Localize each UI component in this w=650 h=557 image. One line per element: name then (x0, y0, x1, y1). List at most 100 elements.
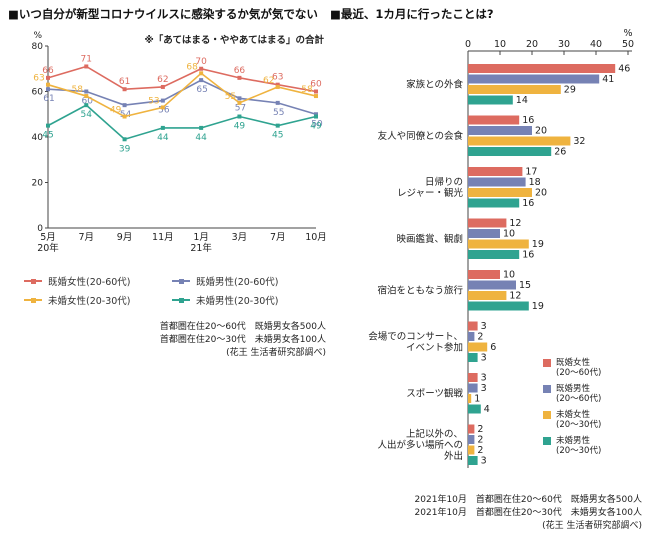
left-chart-subtitle: ※「あてはまる・ややあてはまる」の合計 (144, 35, 324, 46)
legend-item: 未婚男性 (20～30代) (543, 436, 601, 456)
data-point (314, 114, 318, 119)
legend-marker-square (31, 297, 36, 303)
bar-value-label: 17 (525, 167, 537, 178)
data-label: 57 (235, 103, 246, 113)
data-label: 65 (196, 85, 207, 95)
data-point (199, 125, 204, 130)
data-point (84, 89, 89, 94)
category-label: 外出 (444, 450, 463, 462)
data-point (46, 123, 50, 128)
data-label: 66 (234, 66, 246, 76)
x-tick-label: 50 (622, 39, 634, 50)
data-point (237, 96, 242, 101)
x-tick-label: 10月 (305, 232, 327, 243)
data-point (199, 71, 204, 76)
legend-swatch (543, 437, 551, 445)
x-tick-label: 30 (558, 39, 570, 50)
bar (468, 147, 552, 156)
legend-label: 未婚女性 (20～30代) (556, 410, 602, 430)
data-point (237, 75, 242, 80)
data-point (46, 75, 50, 80)
data-point (199, 66, 204, 71)
bar-value-label: 3 (481, 321, 487, 332)
legend-swatch (543, 359, 551, 367)
bar-value-label: 2 (477, 424, 483, 435)
data-point (237, 100, 242, 105)
bar (468, 136, 571, 146)
bar-value-label: 46 (618, 64, 630, 75)
data-point (84, 103, 89, 108)
bar-value-label: 3 (481, 373, 487, 384)
data-label: 68 (186, 62, 198, 72)
data-label: 58 (301, 85, 313, 95)
legend-label: 既婚女性(20-60代) (48, 277, 131, 288)
data-label: 62 (157, 75, 168, 85)
bar-value-label: 19 (532, 239, 544, 250)
left-chart-source: 首都圏在住20～60代 既婚男女各500人 首都圏在住20～30代 未婚男女各1… (8, 321, 326, 360)
data-point (160, 105, 165, 110)
bar (468, 291, 507, 300)
x-tick-label: 0 (465, 39, 471, 50)
data-point (160, 98, 165, 103)
bar-value-label: 26 (554, 147, 566, 158)
data-point (199, 78, 204, 83)
data-point (160, 84, 165, 89)
legend-item: 既婚女性(20-60代) (24, 274, 172, 288)
bar-value-label: 12 (509, 291, 521, 302)
category-label: 上記以外の、 (406, 428, 463, 440)
bar (468, 85, 561, 94)
data-label: 56 (158, 106, 170, 116)
bar-chart-legend: 既婚女性 (20～60代) 既婚男性 (20～60代) 未婚女性 (20～30代) 未婚男性… (543, 358, 601, 462)
data-point (84, 64, 89, 69)
bar (468, 64, 616, 73)
category-label: 会場でのコンサート、 (368, 330, 463, 342)
legend-marker (172, 297, 190, 303)
data-label: 55 (273, 108, 284, 118)
bar (468, 74, 600, 84)
bar-value-label: 10 (503, 270, 515, 281)
bar-value-label: 16 (522, 250, 534, 261)
source-line: 首都圏在住20～60代 既婚男女各500人 (159, 322, 326, 332)
bar (468, 126, 532, 135)
data-point (84, 94, 89, 99)
data-label: 63 (272, 73, 283, 83)
data-label: 62 (263, 76, 274, 86)
legend-item: 既婚男性(20-60代) (172, 274, 320, 288)
bar-value-label: 3 (481, 383, 487, 394)
bar (468, 353, 478, 362)
bar-value-label: 19 (532, 301, 544, 312)
x-tick-label: 9月 (117, 232, 133, 243)
legend-marker (24, 297, 42, 303)
legend-item: 既婚女性 (20～60代) (543, 358, 601, 378)
x-year-label: 21年 (190, 242, 212, 254)
data-label: 49 (110, 106, 122, 116)
x-tick-label: 7月 (79, 232, 95, 243)
bar-value-label: 14 (516, 95, 528, 106)
bar-value-label: 16 (522, 198, 534, 209)
y-axis-unit: % (33, 31, 42, 41)
data-point (122, 114, 127, 119)
x-tick-label: 40 (590, 39, 602, 50)
legend-item: 既婚男性 (20～60代) (543, 384, 601, 404)
bar (468, 301, 529, 311)
x-tick-label: 5月 (40, 232, 56, 243)
data-label: 49 (310, 122, 322, 132)
line-chart-legend: 既婚女性(20-60代) 既婚男性(20-60代) 未婚女性(20-30代) 未婚男性… (24, 274, 330, 307)
bar (468, 280, 516, 290)
bar-value-label: 2 (477, 445, 483, 456)
legend-marker-square (31, 278, 36, 284)
legend-marker-square (179, 297, 184, 303)
right-chart-source: 2021年10月 首都圏在住20～60代 既婚男女各500人 2021年10月 … (415, 494, 642, 533)
data-point (314, 89, 318, 94)
data-point (122, 137, 127, 142)
bar-value-label: 10 (503, 229, 515, 240)
left-chart-title: ■いつ自分が新型コロナウイルスに感染するか気が気でない (8, 7, 318, 21)
x-tick-label: 20 (526, 39, 538, 50)
bar (468, 445, 475, 455)
data-point (237, 114, 242, 119)
data-label: 61 (119, 77, 130, 87)
bar (468, 394, 472, 403)
data-label: 49 (234, 122, 246, 132)
